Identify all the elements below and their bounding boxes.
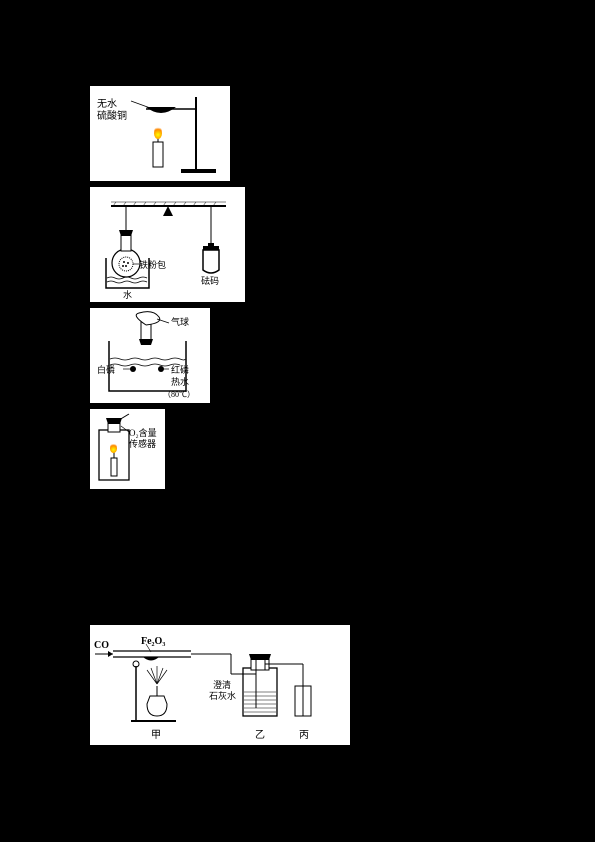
body-text-block-1	[90, 497, 505, 617]
figure-5-co-fe2o3: CO Fe₂O₃ 澄清 石灰水 甲 乙 丙	[90, 625, 350, 745]
figure-3-phosphorus: 气球 白磷 红磷 热水 （80℃）	[90, 308, 210, 403]
candle-flame-icon	[154, 125, 162, 139]
fig3-label-water: 热水	[171, 375, 189, 388]
fig4-candle-flame-icon	[110, 442, 117, 453]
fig3-label-top: 气球	[171, 315, 189, 328]
fig2-svg	[91, 188, 246, 303]
fig5-label-a: 甲	[151, 726, 161, 741]
fig5-label-fe: Fe₂O₃	[141, 636, 165, 647]
fig3-label-temp: （80℃）	[163, 389, 195, 400]
fig2-label-left: 铁粉包	[139, 258, 166, 271]
fig3-label-left: 白磷	[97, 363, 115, 376]
fig5-label-lime2: 石灰水	[209, 689, 236, 702]
fig5-label-co: CO	[94, 640, 109, 651]
fig2-label-bottom: 水	[123, 288, 132, 301]
fig5-label-b: 乙	[255, 726, 265, 741]
fig2-label-right: 砝码	[201, 274, 219, 287]
fig4-svg	[91, 410, 166, 490]
figure-1-candle-cuso4: 无水 硫酸铜	[90, 86, 230, 181]
figure-2-balance: 铁粉包 砝码 水	[90, 187, 245, 302]
figure-4-o2-sensor: O₂含量 传感器	[90, 409, 165, 489]
fig5-label-c: 丙	[299, 726, 309, 741]
fig4-label-line2: 传感器	[129, 437, 156, 450]
